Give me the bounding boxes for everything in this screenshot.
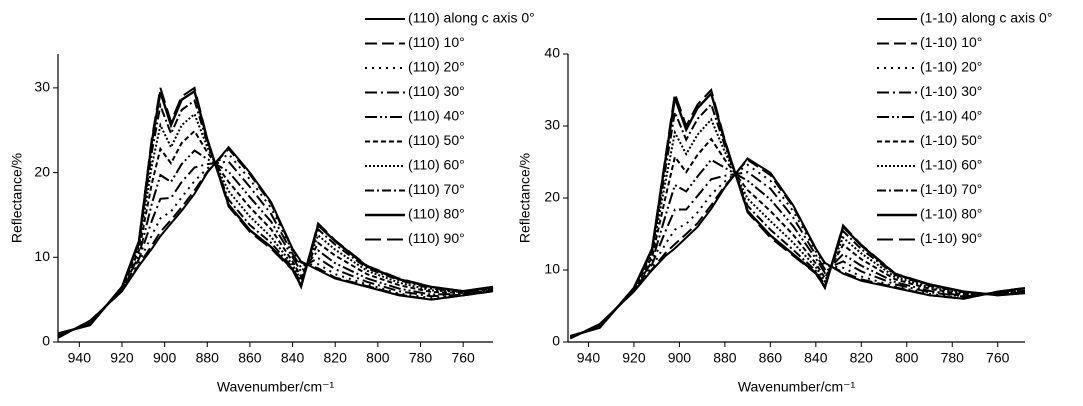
- x-tick-label: 860: [759, 350, 783, 366]
- x-tick-label: 840: [804, 350, 828, 366]
- x-axis-label: Wavenumber/cm⁻¹: [217, 379, 335, 395]
- legend-label: (1-10) 90°: [920, 230, 982, 246]
- legend-label: (1-10) 50°: [920, 132, 982, 148]
- y-tick-label: 10: [34, 248, 50, 264]
- legend-label: (1-10) 20°: [920, 59, 982, 75]
- x-tick-label: 920: [622, 350, 646, 366]
- series-line: [569, 158, 1026, 339]
- x-tick-label: 760: [451, 350, 475, 366]
- legend-label: (110) 30°: [408, 83, 465, 99]
- series-line: [57, 149, 494, 338]
- series-line: [57, 160, 494, 338]
- x-tick-label: 920: [110, 350, 134, 366]
- y-tick-label: 30: [544, 117, 560, 133]
- y-axis-label: Reflectance/%: [9, 153, 25, 243]
- x-tick-label: 880: [196, 350, 220, 366]
- x-tick-label: 880: [713, 350, 737, 366]
- series-line: [570, 88, 1026, 338]
- y-tick-label: 20: [34, 163, 50, 179]
- legend-label: (110) 50°: [408, 132, 465, 148]
- series-line: [57, 152, 494, 338]
- x-tick-label: 900: [668, 350, 692, 366]
- y-tick-label: 40: [544, 45, 560, 61]
- x-tick-label: 820: [850, 350, 874, 366]
- legend-label: (110) 80°: [408, 206, 465, 222]
- x-tick-label: 940: [577, 350, 601, 366]
- legend-label: (110) 60°: [408, 157, 465, 173]
- x-tick-label: 940: [68, 350, 92, 366]
- legend-label: (1-10) along c axis 0°: [920, 10, 1052, 26]
- x-tick-label: 760: [986, 350, 1010, 366]
- legend-label: (1-10) 30°: [920, 83, 982, 99]
- legend-label: (110) 10°: [408, 34, 465, 50]
- x-tick-label: 780: [941, 350, 965, 366]
- series-line: [57, 147, 494, 339]
- y-tick-label: 0: [42, 333, 50, 349]
- series-line: [57, 112, 494, 336]
- series-line: [569, 117, 1026, 338]
- legend-label: (1-10) 80°: [920, 206, 982, 222]
- y-tick-label: 20: [544, 189, 560, 205]
- legend-label: (110) 70°: [408, 181, 465, 197]
- x-tick-label: 840: [281, 350, 305, 366]
- y-tick-label: 0: [552, 333, 560, 349]
- x-tick-label: 800: [366, 350, 390, 366]
- series-line: [57, 129, 494, 337]
- legend-label: (110) 90°: [408, 230, 465, 246]
- legend-label: (110) 40°: [408, 108, 465, 124]
- legend-label: (110) along c axis 0°: [408, 10, 535, 26]
- x-tick-label: 780: [409, 350, 433, 366]
- y-tick-label: 30: [34, 79, 50, 95]
- legend-label: (1-10) 60°: [920, 157, 982, 173]
- series-line: [569, 137, 1026, 338]
- series-line: [569, 158, 1026, 340]
- x-tick-label: 820: [324, 350, 348, 366]
- legend-label: (1-10) 40°: [920, 108, 982, 124]
- legend-label: (1-10) 10°: [920, 34, 982, 50]
- x-tick-label: 900: [153, 350, 177, 366]
- y-tick-label: 10: [544, 261, 560, 277]
- x-tick-label: 800: [895, 350, 919, 366]
- x-axis-label: Wavenumber/cm⁻¹: [738, 379, 856, 395]
- legend-label: (1-10) 70°: [920, 181, 982, 197]
- series-line: [57, 86, 494, 335]
- series-line: [569, 171, 1026, 339]
- x-tick-label: 860: [238, 350, 262, 366]
- series-line: [569, 163, 1026, 340]
- y-axis-label: Reflectance/%: [517, 153, 533, 243]
- legend-label: (110) 20°: [408, 59, 465, 75]
